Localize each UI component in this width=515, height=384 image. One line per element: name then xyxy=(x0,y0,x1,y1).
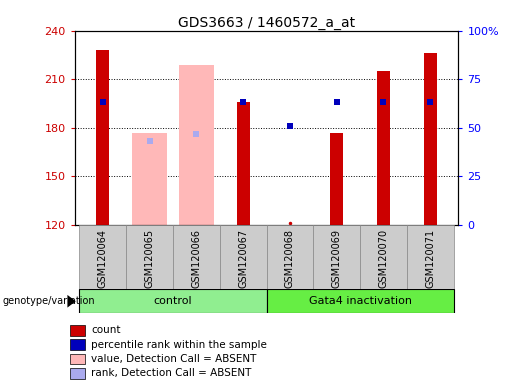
Bar xyxy=(179,65,214,225)
Text: control: control xyxy=(153,296,192,306)
Text: GSM120070: GSM120070 xyxy=(379,228,388,288)
Bar xyxy=(96,50,109,225)
Bar xyxy=(330,132,344,225)
Text: GSM120067: GSM120067 xyxy=(238,228,248,288)
Bar xyxy=(173,225,220,290)
Bar xyxy=(79,289,267,313)
Bar xyxy=(70,325,85,336)
Text: GSM120068: GSM120068 xyxy=(285,228,295,288)
Bar xyxy=(126,225,173,290)
Text: genotype/variation: genotype/variation xyxy=(3,296,95,306)
Title: GDS3663 / 1460572_a_at: GDS3663 / 1460572_a_at xyxy=(178,16,355,30)
Bar xyxy=(267,225,313,290)
Bar xyxy=(70,339,85,350)
Text: GSM120069: GSM120069 xyxy=(332,228,341,288)
Bar xyxy=(236,102,250,225)
Text: Gata4 inactivation: Gata4 inactivation xyxy=(308,296,411,306)
Text: GSM120071: GSM120071 xyxy=(425,228,435,288)
Bar xyxy=(70,354,85,364)
Bar xyxy=(360,225,407,290)
Bar xyxy=(424,53,437,225)
Bar xyxy=(132,132,167,225)
Text: count: count xyxy=(91,325,121,335)
Bar xyxy=(313,225,360,290)
Bar xyxy=(70,368,85,379)
Text: GSM120065: GSM120065 xyxy=(145,228,154,288)
Bar xyxy=(377,71,390,225)
Text: value, Detection Call = ABSENT: value, Detection Call = ABSENT xyxy=(91,354,256,364)
Bar xyxy=(407,225,454,290)
Bar xyxy=(79,225,126,290)
Text: GSM120066: GSM120066 xyxy=(192,228,201,288)
Bar xyxy=(267,289,454,313)
Text: rank, Detection Call = ABSENT: rank, Detection Call = ABSENT xyxy=(91,368,251,378)
Text: GSM120064: GSM120064 xyxy=(98,228,108,288)
Bar xyxy=(220,225,267,290)
Text: percentile rank within the sample: percentile rank within the sample xyxy=(91,339,267,349)
Polygon shape xyxy=(67,295,76,308)
